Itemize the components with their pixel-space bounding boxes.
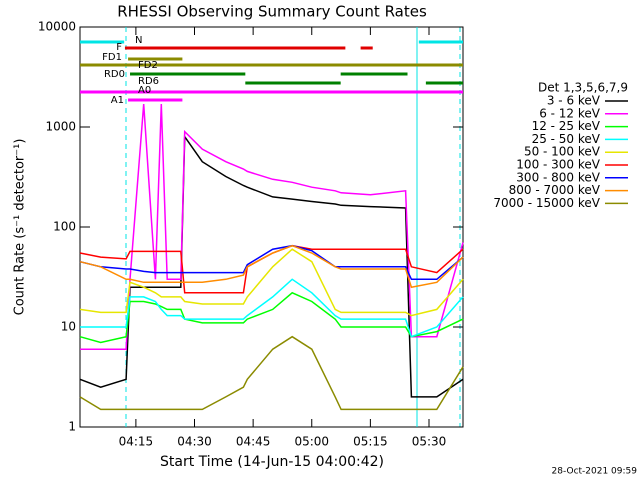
flag-label: N bbox=[135, 35, 142, 46]
legend-title: Det 1,3,5,6,7,9 bbox=[538, 81, 628, 95]
x-tick-label: 04:30 bbox=[177, 435, 212, 449]
legend-label: 3 - 6 keV bbox=[547, 94, 601, 108]
series-line bbox=[79, 244, 464, 289]
x-tick-label: 05:30 bbox=[412, 435, 447, 449]
y-tick-label: 10000 bbox=[38, 20, 76, 34]
legend-label: 50 - 100 keV bbox=[524, 145, 601, 159]
y-axis-title: Count Rate (s⁻¹ detector⁻¹) bbox=[13, 139, 28, 316]
legend-label: 300 - 800 keV bbox=[516, 170, 600, 184]
flag-label: FD1 bbox=[102, 52, 122, 63]
series-line bbox=[80, 278, 464, 338]
flag-label: A1 bbox=[111, 95, 124, 106]
legend-label: 6 - 12 keV bbox=[539, 106, 601, 120]
flag-label: RD0 bbox=[104, 69, 125, 80]
x-tick-label: 05:00 bbox=[294, 435, 329, 449]
legend-label: 800 - 7000 keV bbox=[509, 183, 601, 197]
footer-date: 28-Oct-2021 09:59 bbox=[552, 467, 638, 477]
flag-label: FD2 bbox=[138, 60, 158, 71]
y-tick-label: 1000 bbox=[45, 120, 76, 134]
flag-label: A0 bbox=[138, 85, 151, 96]
series-line bbox=[79, 244, 464, 294]
y-tick-label: 100 bbox=[53, 220, 76, 234]
x-tick-label: 05:15 bbox=[353, 435, 388, 449]
series-line bbox=[79, 134, 464, 398]
legend-label: 7000 - 15000 keV bbox=[493, 196, 600, 210]
series-line bbox=[80, 103, 464, 350]
series-line bbox=[79, 335, 464, 411]
x-tick-label: 04:15 bbox=[119, 435, 154, 449]
x-tick-label: 04:45 bbox=[236, 435, 271, 449]
legend-label: 12 - 25 keV bbox=[532, 119, 601, 133]
legend-label: 100 - 300 keV bbox=[516, 158, 600, 172]
y-tick-label: 10 bbox=[61, 320, 76, 334]
x-axis-title: Start Time (14-Jun-15 04:00:42) bbox=[160, 454, 384, 470]
y-tick-label: 1 bbox=[68, 420, 76, 434]
series-line bbox=[79, 248, 464, 317]
legend-label: 25 - 50 keV bbox=[532, 132, 601, 146]
flag-label: RD6 bbox=[138, 76, 159, 87]
series-line bbox=[79, 291, 464, 344]
chart-title: RHESSI Observing Summary Count Rates bbox=[117, 3, 427, 21]
flag-label: F bbox=[116, 42, 122, 53]
series-line bbox=[79, 244, 464, 281]
